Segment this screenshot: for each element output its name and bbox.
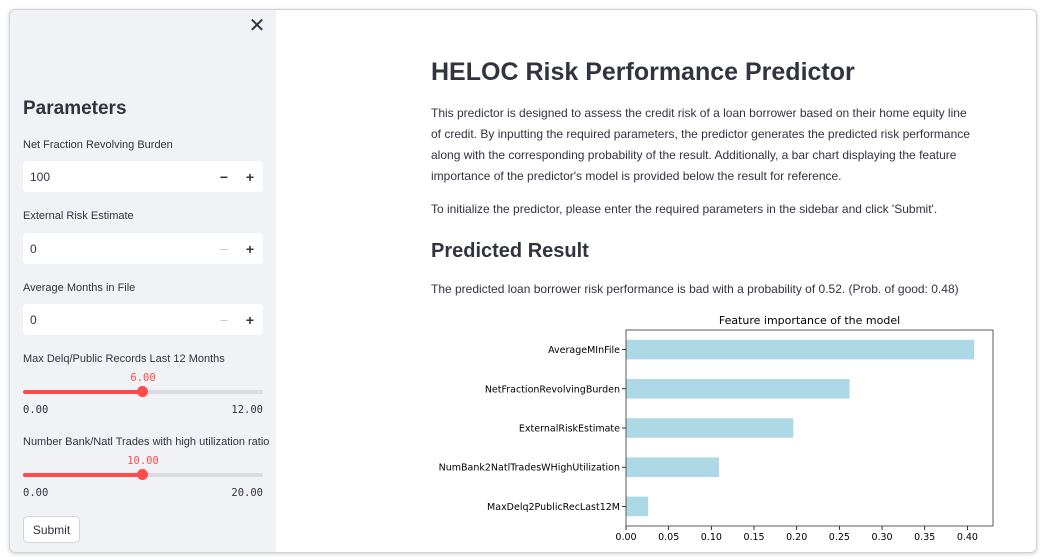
y-tick-label: AverageMInFile	[548, 345, 620, 356]
max-delq-slider-min: 0.00	[23, 404, 49, 416]
y-tick-label: ExternalRiskEstimate	[519, 424, 620, 435]
net-fraction-value[interactable]: 100	[30, 169, 51, 184]
app-window: ✕ Parameters Net Fraction Revolving Burd…	[9, 9, 1037, 553]
x-tick-label: 0.30	[871, 532, 892, 543]
external-risk-label: External Risk Estimate	[23, 210, 134, 222]
external-risk-decrement-button[interactable]: −	[219, 240, 229, 257]
main-content: HELOC Risk Performance Predictor This pr…	[276, 10, 1036, 552]
close-sidebar-icon[interactable]: ✕	[248, 14, 266, 37]
x-tick-label: 0.25	[829, 532, 850, 543]
submit-button[interactable]: Submit	[23, 516, 80, 543]
max-delq-slider-max: 12.00	[231, 404, 263, 416]
max-delq-slider-fill	[23, 390, 143, 394]
avg-months-value[interactable]: 0	[30, 312, 37, 327]
bar-NetFractionRevolvingBurden	[626, 379, 850, 399]
x-tick-label: 0.20	[786, 532, 807, 543]
num-bank-trades-slider-fill	[23, 473, 143, 477]
net-fraction-label: Net Fraction Revolving Burden	[23, 139, 173, 151]
avg-months-input[interactable]: 0 − +	[23, 304, 263, 335]
max-delq-label: Max Delq/Public Records Last 12 Months	[23, 353, 225, 365]
plot-frame	[625, 329, 994, 527]
sidebar-title: Parameters	[23, 98, 127, 119]
max-delq-slider-value: 6.00	[130, 372, 156, 384]
bar-MaxDelq2PublicRecLast12M	[626, 496, 649, 517]
feature-importance-svg: Feature importance of the model AverageMI…	[439, 314, 994, 543]
x-tick-label: 0.15	[743, 532, 764, 543]
external-risk-increment-button[interactable]: +	[245, 240, 255, 257]
x-tick-label: 0.05	[658, 532, 679, 543]
intro-paragraph: This predictor is designed to assess the…	[431, 106, 970, 183]
x-tick-label: 0.40	[957, 532, 978, 543]
num-bank-trades-slider-max: 20.00	[231, 487, 263, 499]
x-tick-label: 0.10	[701, 532, 722, 543]
result-text: The predicted loan borrower risk perform…	[431, 282, 959, 296]
avg-months-decrement-button[interactable]: −	[219, 311, 229, 328]
result-heading: Predicted Result	[431, 240, 589, 262]
num-bank-trades-label: Number Bank/Natl Trades with high utiliz…	[23, 436, 270, 448]
bar-NumBank2NatlTradesWHighUtilization	[626, 457, 720, 477]
y-tick-label: NetFractionRevolvingBurden	[485, 384, 620, 395]
num-bank-trades-slider-min: 0.00	[23, 487, 49, 499]
net-fraction-increment-button[interactable]: +	[245, 168, 255, 185]
bar-ExternalRiskEstimate	[626, 418, 794, 438]
sidebar: ✕ Parameters Net Fraction Revolving Burd…	[10, 10, 276, 552]
bar-AverageMInFile	[626, 339, 975, 360]
x-tick-label: 0.35	[914, 532, 935, 543]
num-bank-trades-slider-value: 10.00	[127, 455, 159, 467]
x-tick-label: 0.00	[615, 532, 636, 543]
num-bank-trades-slider-thumb[interactable]	[137, 469, 148, 480]
y-tick-label: MaxDelq2PublicRecLast12M	[487, 502, 620, 513]
max-delq-slider-thumb[interactable]	[137, 386, 148, 397]
external-risk-input[interactable]: 0 − +	[23, 233, 263, 264]
instruction-paragraph: To initialize the predictor, please ente…	[431, 202, 938, 216]
external-risk-value[interactable]: 0	[30, 241, 37, 256]
chart-title: Feature importance of the model	[719, 314, 900, 327]
net-fraction-decrement-button[interactable]: −	[219, 168, 229, 185]
num-bank-trades-slider[interactable]	[23, 469, 263, 480]
avg-months-label: Average Months in File	[23, 282, 136, 294]
page-title: HELOC Risk Performance Predictor	[431, 58, 855, 86]
net-fraction-input[interactable]: 100 − +	[23, 161, 263, 192]
y-tick-label: NumBank2NatlTradesWHighUtilization	[439, 463, 620, 474]
avg-months-increment-button[interactable]: +	[245, 311, 255, 328]
max-delq-slider[interactable]	[23, 386, 263, 397]
feature-importance-chart: Feature importance of the model AverageMI…	[426, 312, 1006, 544]
